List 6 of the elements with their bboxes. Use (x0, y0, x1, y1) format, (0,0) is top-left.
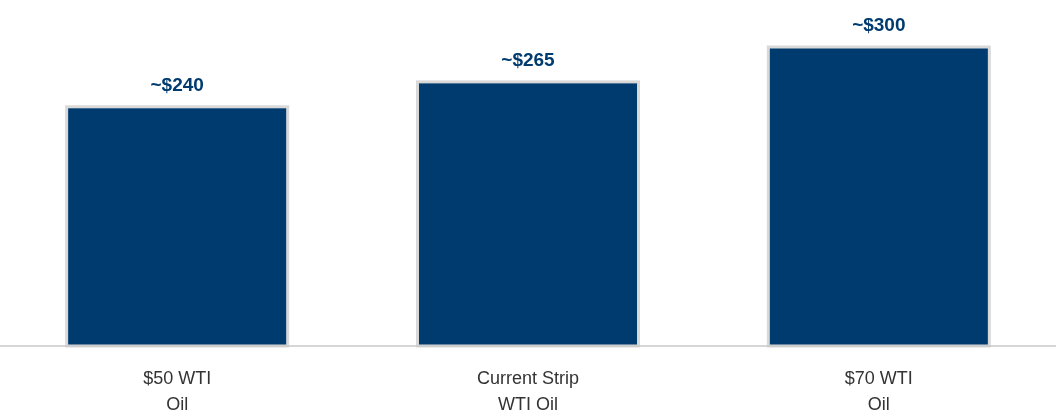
x-tick-label: Current Strip WTI Oil (476, 368, 580, 414)
data-label: ~$265 (501, 48, 556, 70)
data-label: ~$240 (150, 73, 204, 95)
x-tick-label: $50 WTI Oil (143, 368, 212, 414)
x-tick-label: $70 WTI Oil (844, 368, 913, 414)
data-label: ~$300 (852, 14, 906, 35)
